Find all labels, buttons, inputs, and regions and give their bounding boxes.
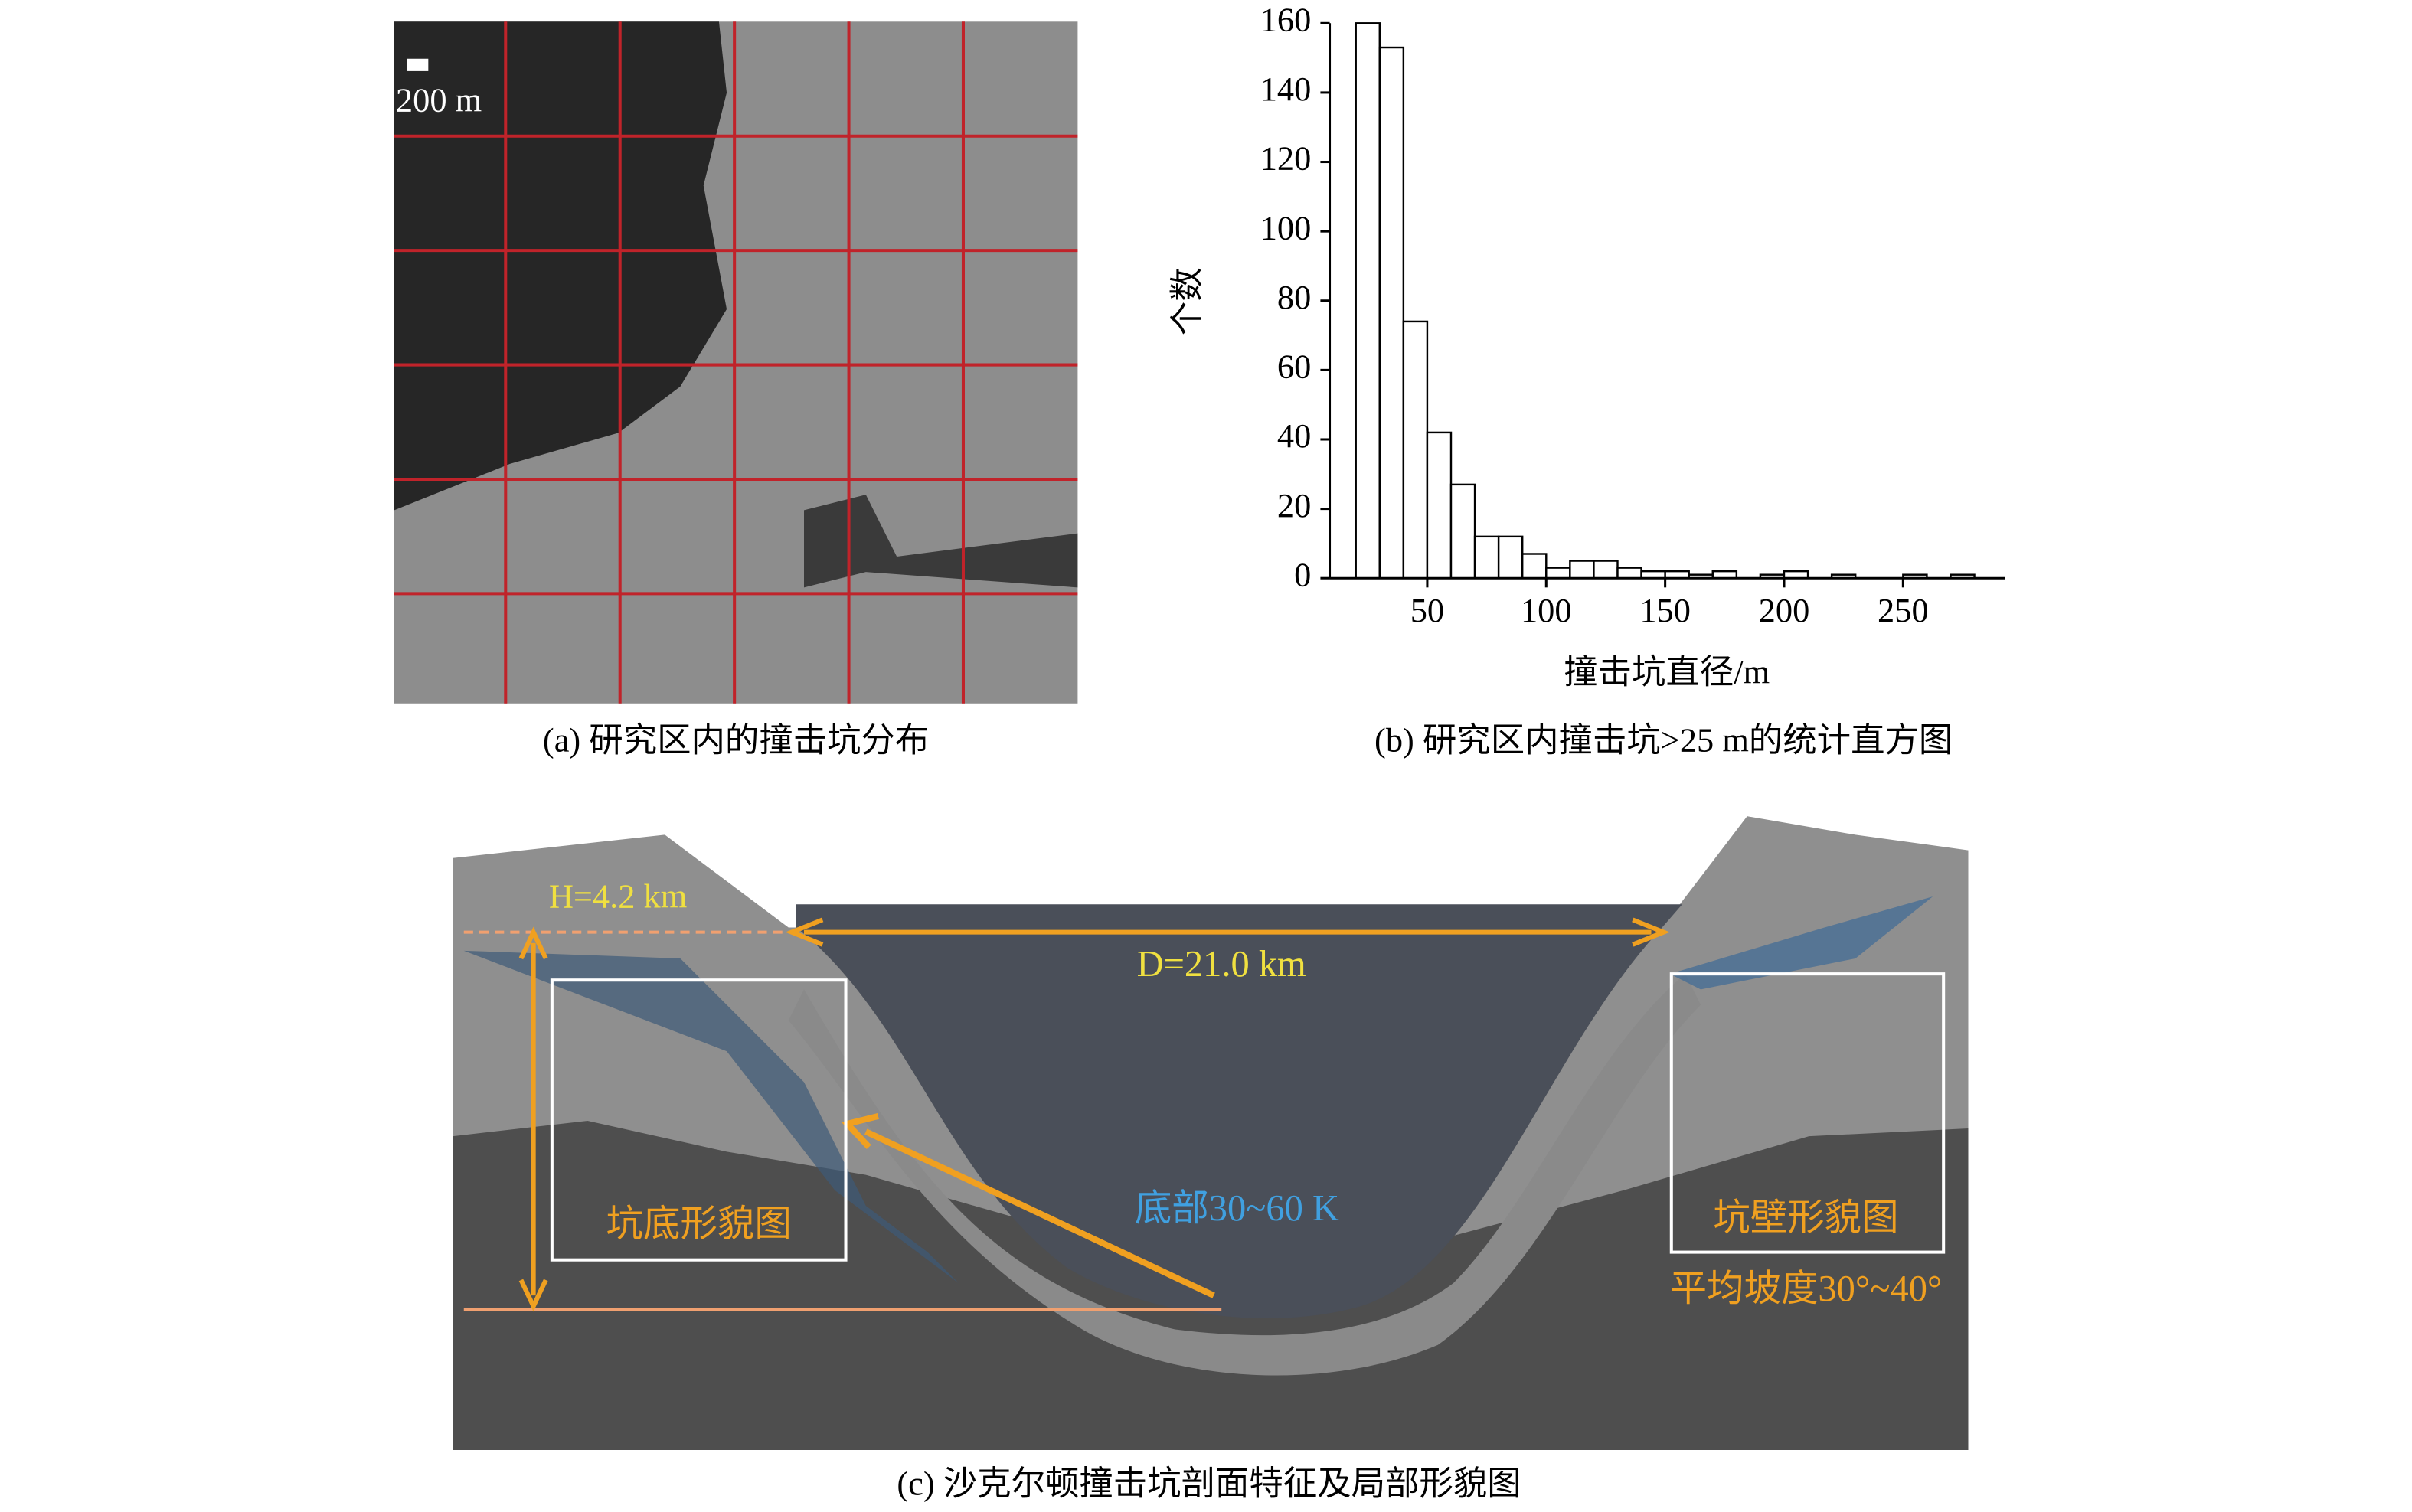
y-axis-label: 个数 xyxy=(1168,267,1206,335)
bar xyxy=(1355,22,1381,580)
bar xyxy=(1402,320,1429,580)
floor-temp-label: 底部30~60 K xyxy=(1135,1188,1339,1229)
scale-label: 200 m xyxy=(396,80,482,119)
panel-a-image xyxy=(394,21,1078,704)
diameter-label: D=21.0 km xyxy=(1137,944,1306,985)
bar xyxy=(1616,567,1642,580)
x-tick-label: 150 xyxy=(1639,591,1691,629)
x-tick-label: 100 xyxy=(1521,591,1572,629)
floor-box-label: 坑底形貌图 xyxy=(606,1203,792,1244)
y-tick-label: 120 xyxy=(1260,139,1312,178)
x-tick-label: 200 xyxy=(1759,591,1810,629)
bar xyxy=(1545,567,1571,580)
height-label: H=4.2 km xyxy=(549,877,687,915)
y-tick-label: 140 xyxy=(1260,70,1312,108)
bar xyxy=(1378,46,1405,580)
bar xyxy=(1521,553,1548,580)
annotations xyxy=(463,917,1946,1312)
y-tick-label: 0 xyxy=(1294,555,1311,593)
caption: (a) 研究区内的撞击坑分布 xyxy=(543,720,929,759)
bar xyxy=(1593,560,1619,580)
x-tick-label: 50 xyxy=(1410,591,1444,629)
panel-c-image xyxy=(453,816,1969,1451)
bar xyxy=(1473,535,1500,580)
bar xyxy=(1449,483,1476,580)
x-tick-label: 250 xyxy=(1878,591,1929,629)
bar xyxy=(1569,560,1595,580)
slope-label: 平均坡度30°~40° xyxy=(1670,1269,1943,1309)
y-tick-label: 80 xyxy=(1277,278,1311,316)
caption: (b) 研究区内撞击坑>25 m的统计直方图 xyxy=(1374,720,1953,759)
x-axis-label: 撞击坑直径/m xyxy=(1564,653,1770,691)
y-tick-label: 40 xyxy=(1277,416,1311,455)
y-tick-label: 60 xyxy=(1277,348,1311,386)
caption: (c) 沙克尔顿撞击坑剖面特征及局部形貌图 xyxy=(897,1465,1521,1503)
bar xyxy=(1426,431,1453,580)
y-tick-label: 160 xyxy=(1260,0,1312,38)
y-tick-label: 20 xyxy=(1277,486,1311,524)
y-tick-label: 100 xyxy=(1260,208,1312,247)
bar xyxy=(1497,535,1524,580)
wall-box-label: 坑壁形貌图 xyxy=(1713,1197,1898,1238)
